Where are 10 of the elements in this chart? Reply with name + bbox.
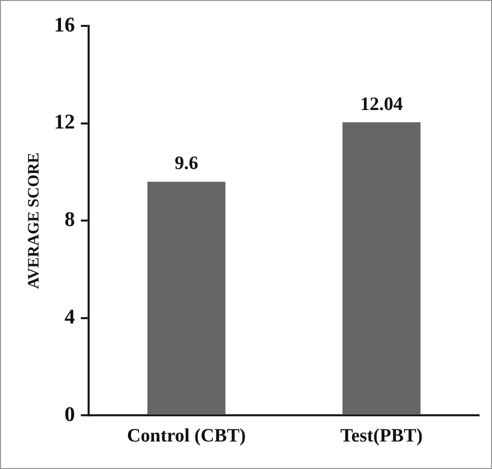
data-label: 12.04: [360, 94, 404, 115]
y-tick-label: 0: [64, 402, 75, 426]
y-tick-label: 16: [54, 12, 75, 36]
y-tick-label: 12: [54, 110, 75, 134]
y-axis-title: AVERAGE SCORE: [26, 152, 43, 289]
y-tick-label: 4: [64, 304, 76, 328]
x-tick-label: Control (CBT): [126, 426, 246, 447]
data-label: 9.6: [174, 153, 198, 174]
y-tick-label: 8: [64, 207, 75, 232]
x-tick-label: Test(PBT): [340, 426, 423, 447]
